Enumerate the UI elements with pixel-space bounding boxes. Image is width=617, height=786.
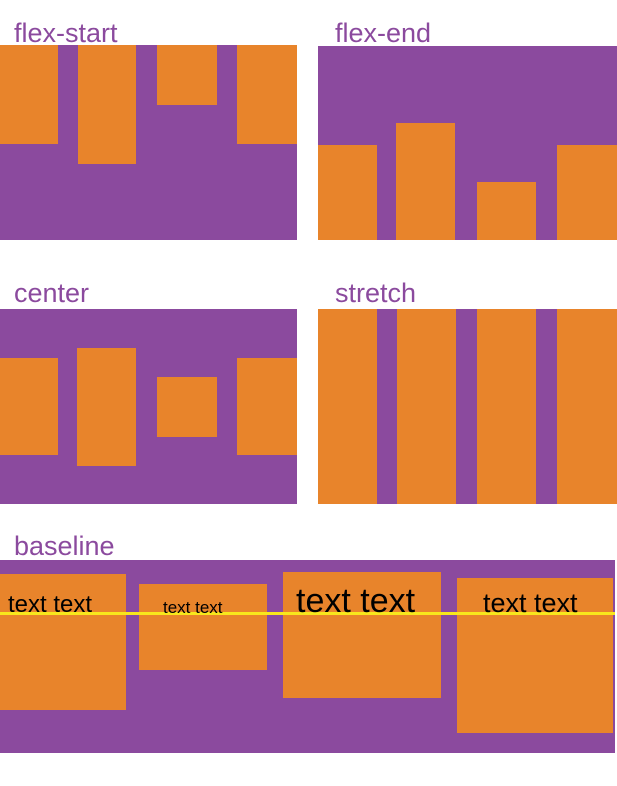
flex-item [0, 45, 58, 144]
flex-item [477, 309, 536, 504]
item-text: text text [8, 591, 93, 618]
item-text: text text [296, 582, 416, 620]
flex-item [157, 45, 217, 105]
baseline-line [0, 612, 615, 615]
item-text: text text [483, 588, 578, 618]
flex-item [557, 309, 617, 504]
flex-item: text text [283, 572, 441, 698]
panel-label-flex-end: flex-end [335, 18, 432, 48]
flex-item [477, 182, 536, 240]
panel-label-stretch: stretch [335, 278, 417, 308]
flex-item [0, 358, 58, 455]
item-text: text text [163, 598, 223, 617]
flex-item [78, 45, 136, 164]
flex-item [318, 145, 377, 240]
flex-container-stretch [318, 309, 617, 504]
flex-item [396, 123, 455, 240]
flex-item [318, 309, 377, 504]
flex-item: text text [457, 578, 613, 733]
flex-container-flex-start [0, 45, 297, 240]
panel-label-center: center [14, 278, 90, 308]
flex-item [237, 45, 297, 144]
flex-item: text text [139, 584, 267, 670]
panel-label-flex-start: flex-start [14, 18, 118, 48]
flex-item [157, 377, 217, 437]
flex-item [557, 145, 617, 240]
panel-label-baseline: baseline [14, 531, 115, 561]
flex-container-center [0, 309, 297, 504]
flex-item: text text [0, 574, 126, 710]
flex-container-baseline: text text text text text text text text [0, 560, 615, 753]
flex-item [77, 348, 136, 466]
flex-item [397, 309, 456, 504]
flex-container-flex-end [318, 46, 617, 240]
flex-item [237, 358, 297, 455]
